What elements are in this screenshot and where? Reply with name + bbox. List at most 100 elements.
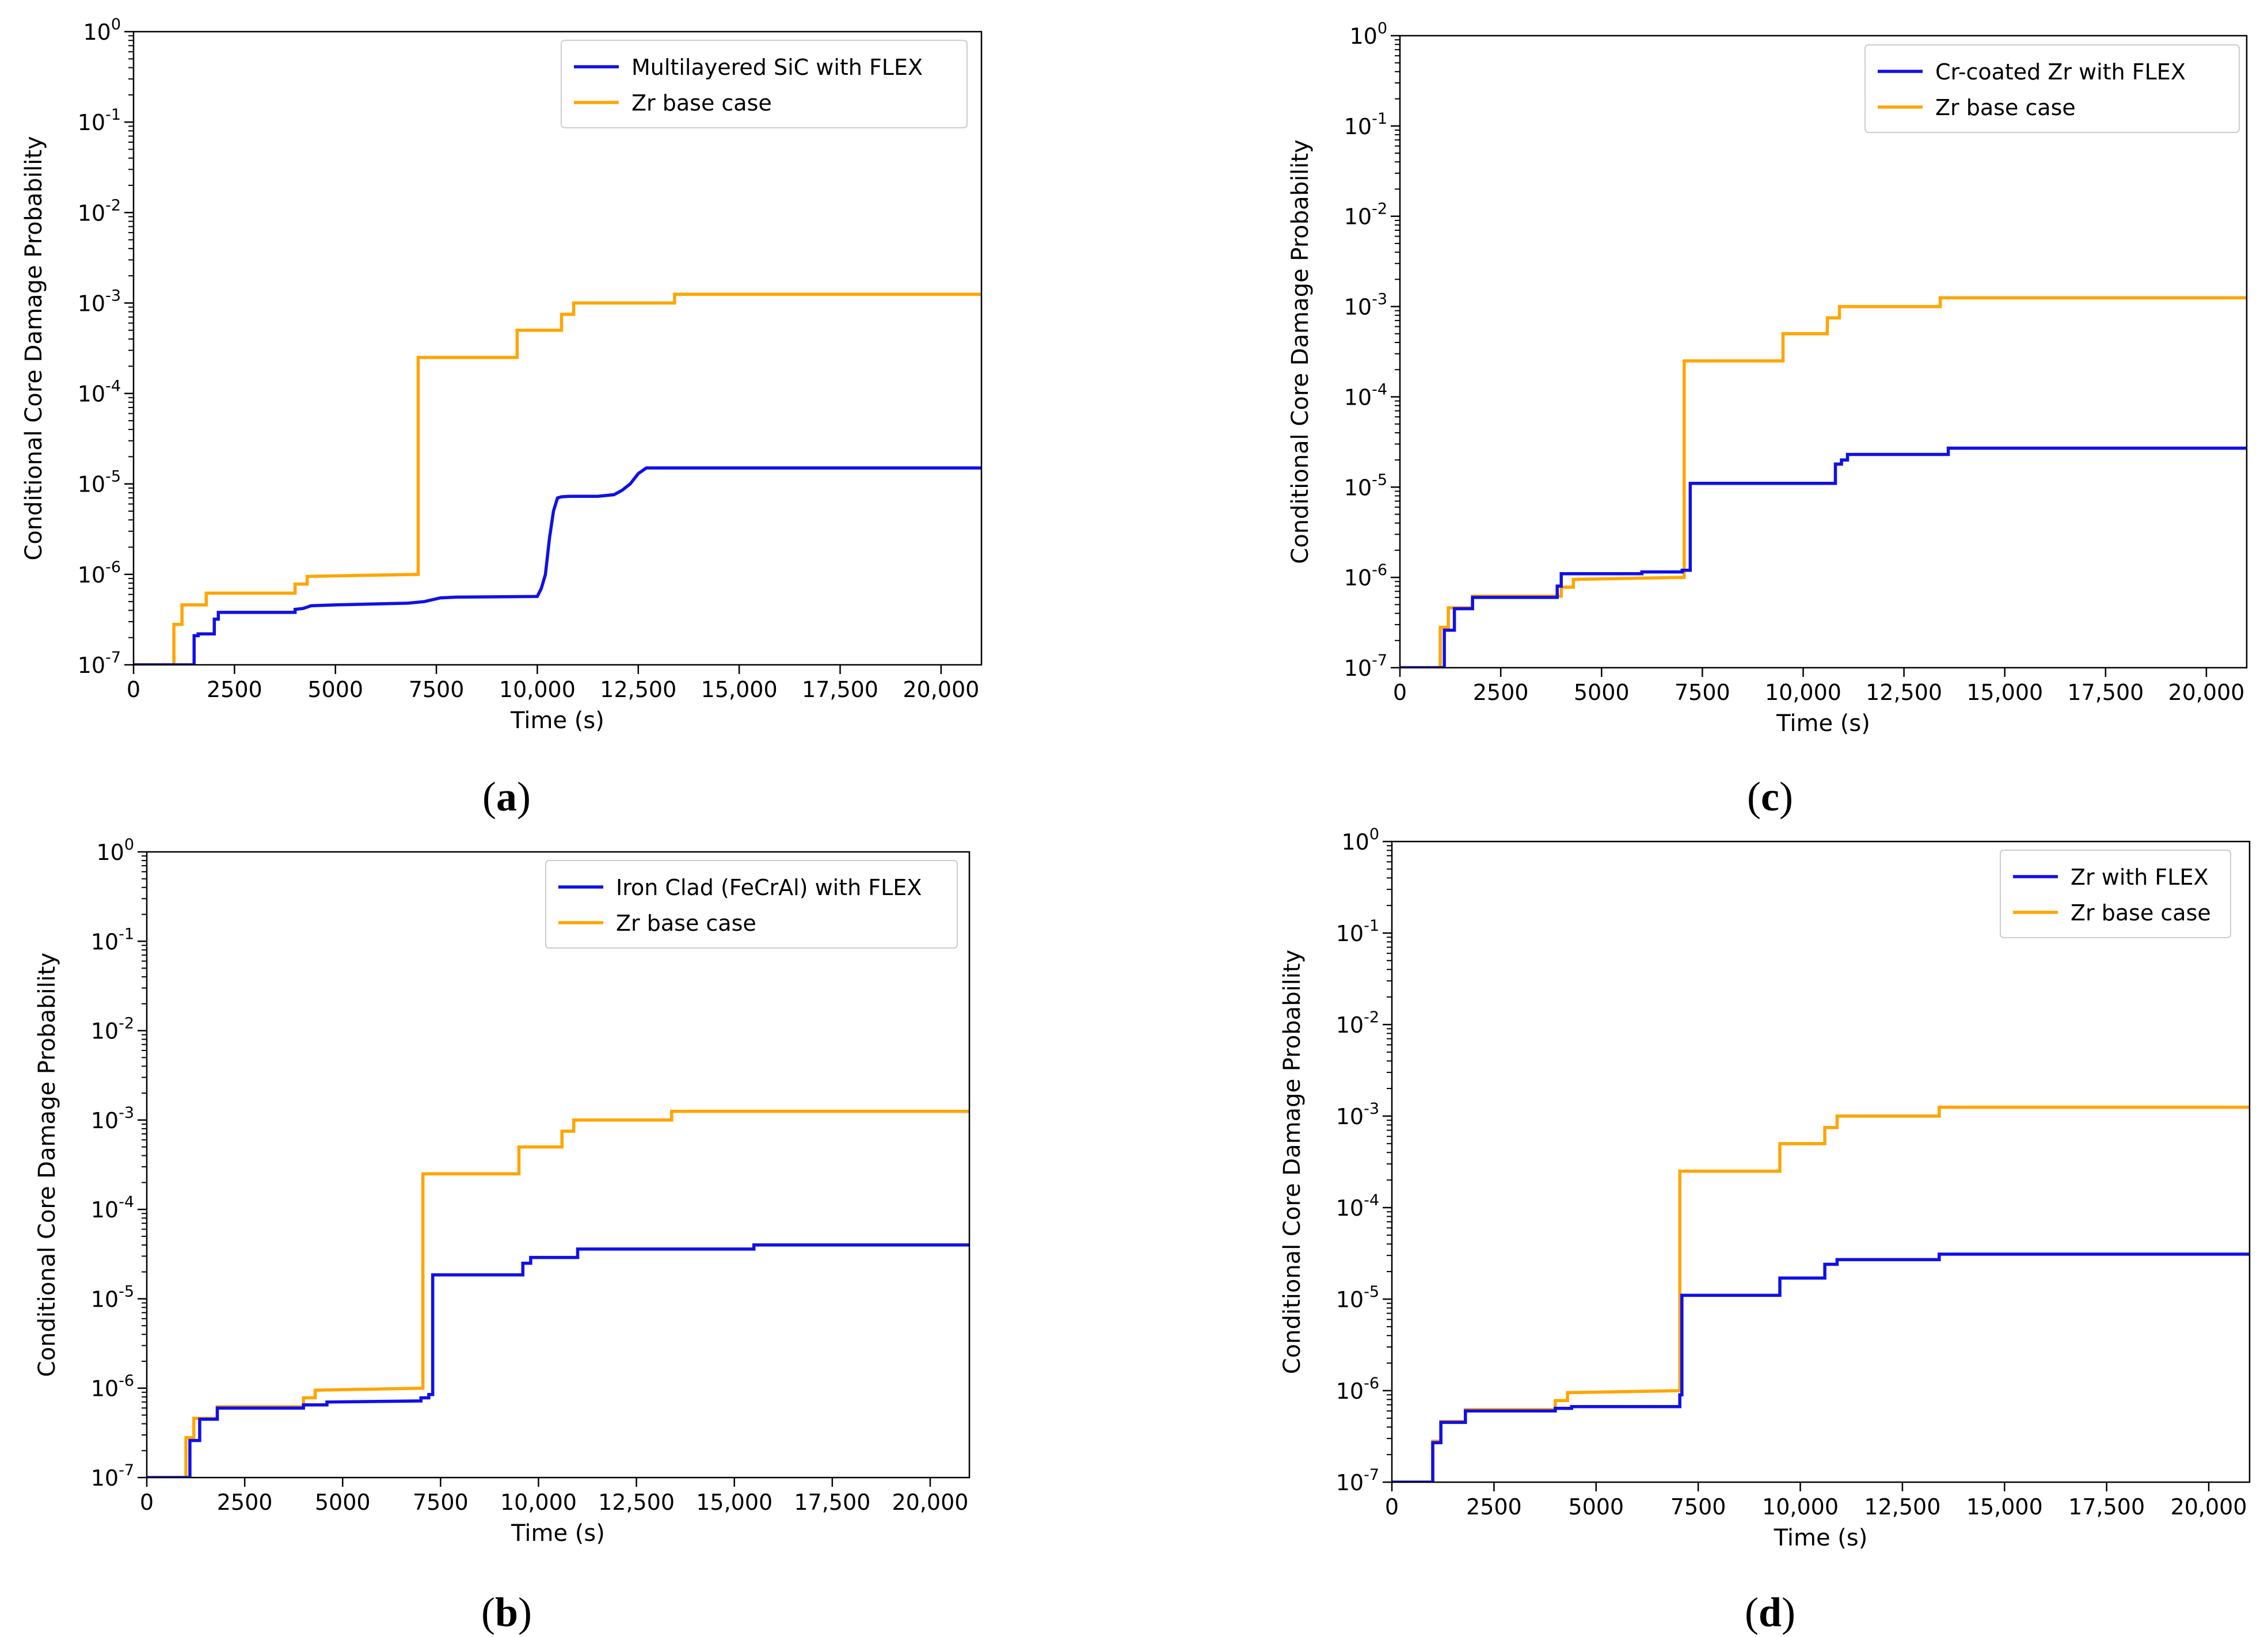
y-tick-exponent: -2 <box>105 196 121 214</box>
y-tick-base: 10 <box>91 1108 119 1133</box>
x-tick-label: 20,000 <box>2168 680 2244 705</box>
x-tick-label: 20,000 <box>2171 1494 2247 1520</box>
panel-caption: (b) <box>481 1589 532 1635</box>
y-tick-base: 10 <box>91 1286 119 1312</box>
x-tick-label: 0 <box>1393 680 1407 705</box>
y-tick-label: 10-1 <box>1336 917 1379 946</box>
y-tick-exponent: -5 <box>105 468 121 486</box>
x-tick-label: 12,500 <box>1866 680 1942 705</box>
y-tick-exponent: -1 <box>1372 110 1387 128</box>
legend-label: Iron Clad (FeCrAl) with FLEX <box>616 875 922 900</box>
y-tick-exponent: -3 <box>1372 291 1387 309</box>
y-tick-label: 10-3 <box>91 1104 134 1133</box>
y-tick-exponent: 0 <box>111 16 121 33</box>
panel-caption: (a) <box>482 774 531 820</box>
y-tick-base: 10 <box>1336 921 1364 946</box>
x-tick-label: 10,000 <box>1762 1494 1839 1520</box>
y-tick-base: 10 <box>78 200 105 226</box>
x-tick-label: 20,000 <box>903 677 979 702</box>
x-tick-label: 5000 <box>1568 1494 1624 1520</box>
y-tick-base: 10 <box>91 929 119 954</box>
x-axis-label: Time (s) <box>1776 710 1870 737</box>
y-tick-label: 10-3 <box>1336 1100 1379 1129</box>
y-tick-exponent: -1 <box>105 106 121 124</box>
y-tick-label: 10-6 <box>91 1372 134 1402</box>
plot-frame <box>1391 840 2251 1483</box>
y-tick-exponent: -2 <box>1372 200 1387 218</box>
y-tick-base: 10 <box>1336 1379 1364 1404</box>
x-tick-label: 2500 <box>1466 1494 1522 1520</box>
y-tick-label: 10-5 <box>1344 471 1387 500</box>
y-tick-label: 100 <box>83 16 121 45</box>
y-axis-label: Conditional Core Damage Probability <box>21 136 47 560</box>
x-axis-label: Time (s) <box>510 707 604 734</box>
y-tick-label: 10-4 <box>78 378 121 407</box>
x-tick-label: 0 <box>140 1490 154 1515</box>
legend: Iron Clad (FeCrAl) with FLEX Zr base case <box>545 860 958 949</box>
y-tick-exponent: -7 <box>119 1461 134 1479</box>
series-line-1 <box>147 1110 969 1478</box>
x-tick-label: 0 <box>127 677 140 702</box>
legend-label: Zr base case <box>2071 900 2211 926</box>
y-tick-label: 10-7 <box>78 649 121 678</box>
y-tick-base: 10 <box>1336 1287 1364 1312</box>
y-tick-base: 10 <box>1344 295 1372 320</box>
y-tick-base: 10 <box>78 382 105 407</box>
y-tick-label: 10-6 <box>1344 561 1387 591</box>
y-tick-base: 10 <box>91 1376 119 1402</box>
y-tick-base: 10 <box>83 20 111 45</box>
x-tick-label: 15,000 <box>1966 680 2043 705</box>
y-tick-label: 100 <box>1349 20 1387 49</box>
legend-label: Zr with FLEX <box>2071 865 2209 890</box>
y-tick-label: 10-2 <box>1336 1008 1379 1038</box>
y-tick-base: 10 <box>1336 1196 1364 1221</box>
y-tick-base: 10 <box>1336 1470 1364 1495</box>
legend-box <box>561 40 968 128</box>
x-tick-label: 0 <box>1385 1494 1399 1520</box>
x-tick-label: 7500 <box>409 677 465 702</box>
y-tick-exponent: -5 <box>1372 471 1387 489</box>
series-line-1 <box>134 292 981 665</box>
y-tick-exponent: -1 <box>1364 917 1379 935</box>
y-tick-label: 10-7 <box>91 1461 134 1491</box>
x-tick-label: 12,500 <box>1864 1494 1940 1520</box>
y-tick-base: 10 <box>91 1019 119 1044</box>
x-tick-label: 2500 <box>217 1490 273 1515</box>
y-tick-base: 10 <box>96 840 124 865</box>
y-tick-label: 10-5 <box>1336 1283 1379 1312</box>
x-tick-label: 5000 <box>307 677 363 702</box>
x-tick-label: 5000 <box>315 1490 371 1515</box>
legend-label: Cr-coated Zr with FLEX <box>1935 59 2186 85</box>
series-line-0 <box>1392 1253 2250 1482</box>
y-tick-exponent: -4 <box>1372 380 1387 398</box>
y-tick-base: 10 <box>1344 114 1372 139</box>
y-tick-base: 10 <box>91 1197 119 1223</box>
y-tick-label: 10-6 <box>1336 1375 1379 1404</box>
legend-box <box>1864 44 2240 133</box>
plot-frame <box>132 31 983 666</box>
x-tick-label: 15,000 <box>1966 1494 2043 1520</box>
y-tick-exponent: -6 <box>1372 561 1387 579</box>
y-tick-exponent: -3 <box>119 1104 134 1122</box>
y-tick-label: 10-1 <box>91 925 134 954</box>
x-tick-label: 12,500 <box>598 1490 675 1515</box>
y-tick-exponent: -6 <box>119 1372 134 1390</box>
y-axis-label: Conditional Core Damage Probability <box>1287 139 1314 564</box>
y-tick-exponent: 0 <box>1369 825 1379 843</box>
x-tick-label: 17,500 <box>794 1490 870 1515</box>
x-tick-label: 2500 <box>207 677 262 702</box>
y-tick-base: 10 <box>1344 656 1372 681</box>
x-tick-label: 10,000 <box>499 677 576 702</box>
x-tick-label: 2500 <box>1473 680 1529 705</box>
y-tick-base: 10 <box>78 472 105 497</box>
x-tick-label: 7500 <box>413 1490 469 1515</box>
y-tick-exponent: -3 <box>105 287 121 304</box>
legend-label: Zr base case <box>616 911 756 936</box>
y-tick-base: 10 <box>1344 565 1372 591</box>
y-tick-exponent: -4 <box>105 378 121 395</box>
y-axis-label: Conditional Core Damage Probability <box>34 953 60 1377</box>
